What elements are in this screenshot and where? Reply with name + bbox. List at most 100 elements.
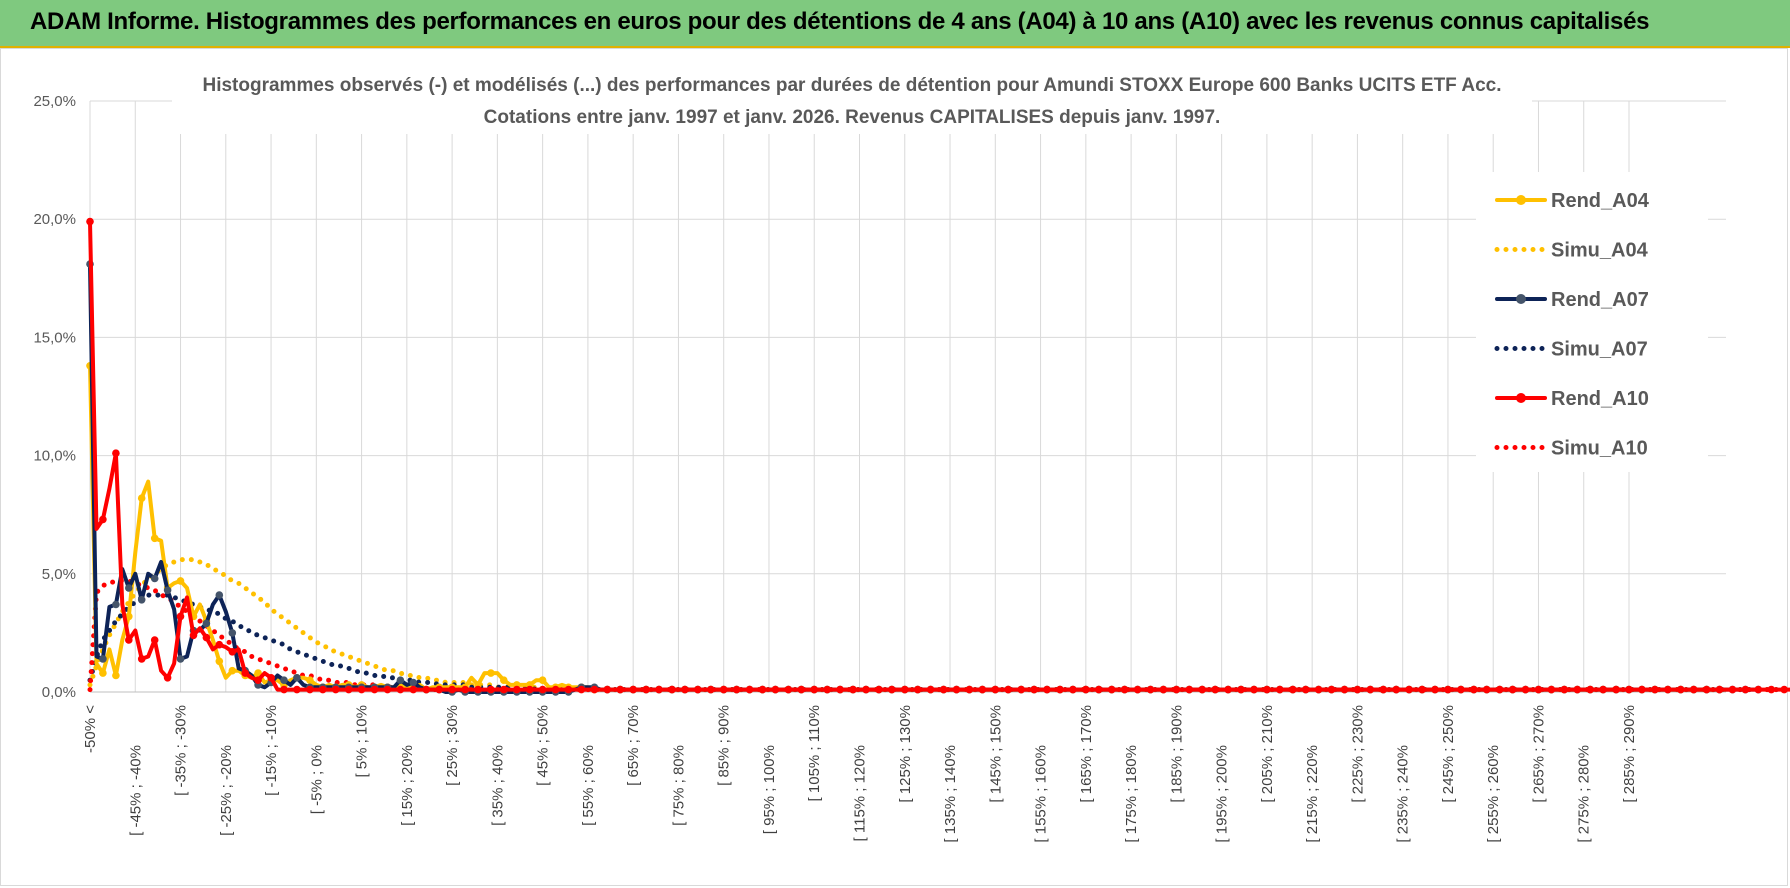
data-point-Rend_A07 — [163, 586, 172, 595]
data-point-Rend_A10 — [1133, 685, 1142, 694]
x-tick-label: [ 25% ; 30% — [444, 705, 461, 786]
data-point-Rend_A07 — [228, 629, 237, 637]
data-point-Rend_A10 — [1470, 685, 1478, 694]
data-point-Rend_A07 — [125, 584, 133, 592]
data-point-Rend_A10 — [1392, 685, 1400, 694]
title-background — [172, 68, 1532, 134]
data-point-Rend_A10 — [1495, 685, 1504, 694]
data-point-Rend_A10 — [732, 685, 741, 694]
data-point-Rend_A10 — [1431, 685, 1439, 694]
x-tick-label: [ 95% ; 100% — [761, 745, 778, 834]
data-point-Rend_A10 — [1767, 685, 1776, 694]
x-axis: -50% < [ -45% ; -40% [ -35% ; -30% [ -25% ;… — [82, 705, 1638, 843]
data-point-Rend_A10 — [241, 669, 249, 677]
data-point-Rend_A10 — [668, 685, 676, 694]
legend-background — [1476, 172, 1708, 472]
data-point-Rend_A10 — [1754, 685, 1763, 694]
data-point-Rend_A10 — [926, 685, 935, 694]
data-point-Rend_A07 — [293, 674, 301, 682]
data-point-Rend_A10 — [810, 685, 818, 694]
data-point-Rend_A10 — [1547, 685, 1556, 694]
data-point-Rend_A10 — [978, 685, 987, 694]
chart-subtitle: Cotations entre janv. 1997 et janv. 2026… — [484, 107, 1221, 128]
data-point-Rend_A10 — [422, 685, 431, 694]
data-point-Rend_A04 — [306, 676, 314, 684]
data-point-Rend_A07 — [99, 655, 107, 663]
x-tick-label: [ -15% ; -10% — [263, 705, 280, 796]
x-tick-label: [ 55% ; 60% — [580, 745, 597, 826]
legend-marker — [1516, 195, 1526, 205]
data-point-Rend_A10 — [629, 685, 637, 694]
data-point-Rend_A10 — [1353, 685, 1362, 694]
data-point-Rend_A10 — [1340, 685, 1349, 694]
data-point-Rend_A10 — [784, 685, 793, 694]
data-point-Rend_A10 — [642, 685, 650, 694]
data-point-Rend_A10 — [1289, 685, 1297, 694]
data-point-Rend_A04 — [254, 669, 262, 677]
y-tick-label: 0,0% — [42, 684, 76, 701]
data-point-Rend_A10 — [538, 685, 547, 694]
data-point-Rend_A10 — [1172, 685, 1181, 694]
x-tick-label: [ -5% ; 0% — [308, 745, 325, 814]
data-point-Rend_A10 — [1508, 685, 1517, 694]
data-point-Rend_A10 — [396, 685, 405, 694]
data-point-Rend_A10 — [1573, 685, 1582, 694]
y-tick-label: 25,0% — [33, 93, 76, 110]
data-point-Rend_A10 — [849, 685, 857, 694]
x-tick-label: [ 255% ; 260% — [1485, 745, 1502, 843]
data-point-Rend_A10 — [306, 685, 314, 694]
data-point-Rend_A10 — [745, 685, 754, 694]
data-point-Rend_A10 — [1250, 685, 1258, 694]
data-point-Rend_A10 — [513, 685, 521, 694]
data-point-Rend_A10 — [1056, 685, 1064, 694]
data-point-Rend_A04 — [487, 669, 495, 677]
data-point-Rend_A10 — [1521, 685, 1530, 694]
x-tick-label: [ 35% ; 40% — [489, 745, 506, 826]
data-point-Rend_A10 — [991, 685, 1000, 694]
legend-label-Rend_A07: Rend_A07 — [1551, 289, 1649, 311]
data-point-Rend_A10 — [1043, 685, 1051, 694]
data-point-Rend_A10 — [293, 685, 301, 694]
page-title: ADAM Informe. Histogrammes des performan… — [30, 8, 1650, 35]
data-point-Rend_A04 — [228, 666, 237, 675]
data-point-Rend_A10 — [254, 676, 262, 684]
x-tick-label: [ 215% ; 220% — [1304, 745, 1321, 843]
legend-marker — [1516, 294, 1526, 304]
data-point-Rend_A04 — [215, 657, 224, 666]
data-point-Rend_A10 — [551, 685, 560, 694]
data-point-Rend_A10 — [603, 685, 612, 694]
data-point-Rend_A10 — [952, 685, 961, 694]
data-point-Rend_A10 — [280, 685, 288, 694]
data-point-Rend_A07 — [280, 676, 288, 684]
data-point-Rend_A10 — [1676, 685, 1685, 694]
x-tick-label: [ 135% ; 140% — [942, 745, 959, 843]
legend-label-Simu_A07: Simu_A07 — [1551, 339, 1648, 361]
data-point-Rend_A04 — [176, 577, 185, 585]
data-point-Rend_A07 — [137, 596, 146, 604]
x-tick-label: [ 155% ; 160% — [1033, 745, 1050, 843]
data-point-Rend_A10 — [1625, 685, 1633, 694]
data-point-Rend_A10 — [125, 636, 133, 644]
x-tick-label: [ 235% ; 240% — [1395, 745, 1412, 843]
legend-label-Simu_A10: Simu_A10 — [1551, 438, 1648, 460]
y-axis: 0,0% 5,0% 10,0% 15,0% 20,0% 25,0% — [33, 93, 76, 701]
data-point-Rend_A10 — [1664, 685, 1672, 694]
data-point-Rend_A10 — [189, 631, 198, 640]
data-point-Rend_A10 — [771, 685, 780, 694]
data-point-Rend_A10 — [1198, 685, 1206, 694]
data-point-Rend_A10 — [1366, 685, 1375, 694]
series-line-Simu_A04 — [87, 557, 1787, 693]
data-point-Rend_A10 — [1702, 685, 1711, 694]
data-point-Rend_A10 — [137, 655, 146, 663]
x-tick-label: [ 85% ; 90% — [716, 705, 733, 786]
data-point-Rend_A10 — [836, 685, 844, 694]
data-point-Rend_A10 — [1327, 685, 1336, 694]
data-point-Rend_A10 — [939, 685, 948, 694]
data-point-Rend_A10 — [577, 685, 586, 694]
data-point-Rend_A10 — [888, 685, 896, 694]
x-tick-label: [ 205% ; 210% — [1259, 705, 1276, 803]
data-point-Rend_A10 — [1534, 685, 1543, 694]
series-layer — [86, 217, 1790, 696]
data-point-Rend_A10 — [1237, 685, 1245, 694]
